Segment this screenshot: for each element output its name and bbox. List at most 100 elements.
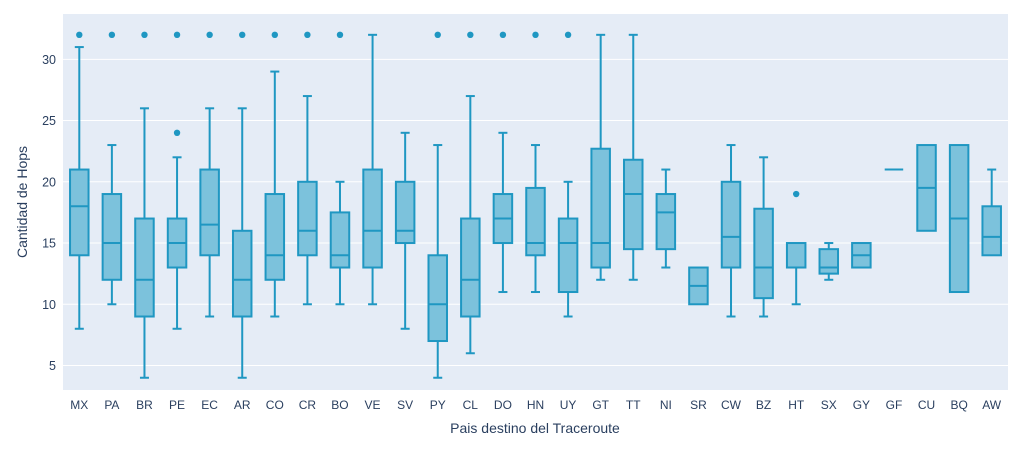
iqr-box-HN	[525, 186, 546, 257]
x-tick-label-CO: CO	[266, 398, 284, 412]
box-CR[interactable]	[297, 31, 318, 306]
box-PY[interactable]	[427, 31, 448, 379]
box-GY[interactable]	[851, 242, 872, 269]
box-CU[interactable]	[916, 144, 937, 232]
iqr-box-PY	[427, 254, 448, 343]
iqr-box-BO	[329, 211, 351, 269]
box-AW[interactable]	[981, 168, 1002, 257]
box-CW[interactable]	[720, 144, 742, 318]
outlier-PY-32	[434, 31, 441, 39]
x-tick-label-BZ: BZ	[756, 398, 771, 412]
x-tick-label-HT: HT	[788, 398, 805, 412]
iqr-box-PA	[101, 193, 123, 281]
x-tick-label-SR: SR	[690, 398, 707, 412]
iqr-box-VE	[362, 168, 383, 269]
box-BO[interactable]	[329, 31, 351, 306]
x-tick-label-PE: PE	[169, 398, 185, 412]
x-tick-label-BR: BR	[136, 398, 153, 412]
x-tick-label-SX: SX	[821, 398, 837, 412]
iqr-box-SX	[818, 248, 840, 275]
iqr-box-EC	[199, 168, 220, 257]
box-HN[interactable]	[525, 31, 546, 294]
box-SV[interactable]	[394, 131, 416, 330]
box-EC[interactable]	[199, 31, 220, 318]
outlier-HT-19	[792, 190, 800, 198]
iqr-box-CW	[720, 180, 742, 269]
x-axis-title: Pais destino del Traceroute	[450, 420, 620, 436]
y-axis-title: Cantidad de Hops	[14, 145, 30, 259]
x-tick-label-CU: CU	[918, 398, 935, 412]
iqr-box-TT	[623, 158, 644, 251]
outlier-BR-32	[141, 31, 148, 39]
box-AR[interactable]	[231, 31, 253, 379]
outlier-PE-32	[173, 31, 181, 39]
box-NI[interactable]	[655, 168, 677, 269]
iqr-box-SV	[394, 180, 416, 245]
x-tick-label-TT: TT	[626, 398, 641, 412]
x-tick-label-AW: AW	[982, 398, 1002, 412]
box-MX[interactable]	[69, 31, 90, 330]
x-tick-label-EC: EC	[201, 398, 218, 412]
outlier-MX-32	[76, 31, 83, 39]
box-HT[interactable]	[785, 190, 807, 306]
x-tick-label-DO: DO	[494, 398, 512, 412]
box-BR[interactable]	[134, 31, 155, 379]
x-tick-label-BQ: BQ	[950, 398, 967, 412]
x-tick-label-UY: UY	[560, 398, 577, 412]
box-GT[interactable]	[590, 33, 611, 281]
iqr-box-HT	[785, 242, 807, 269]
box-CL[interactable]	[460, 31, 481, 355]
x-tick-label-GY: GY	[853, 398, 870, 412]
y-tick-label-25: 25	[42, 114, 56, 128]
outlier-CL-32	[467, 31, 474, 39]
box-DO[interactable]	[492, 31, 514, 294]
iqr-box-GT	[590, 147, 611, 269]
y-tick-label-10: 10	[42, 298, 56, 312]
box-PA[interactable]	[101, 31, 123, 306]
outlier-UY-32	[564, 31, 572, 39]
iqr-box-BR	[134, 217, 155, 318]
box-VE[interactable]	[362, 33, 383, 306]
box-UY[interactable]	[557, 31, 579, 318]
box-CO[interactable]	[264, 31, 286, 318]
box-PE[interactable]	[166, 31, 188, 330]
box-TT[interactable]	[623, 33, 644, 281]
outlier-CR-32	[304, 31, 311, 39]
box-BQ[interactable]	[948, 144, 970, 294]
x-tick-label-MX: MX	[70, 398, 88, 412]
x-tick-label-GF: GF	[886, 398, 903, 412]
outlier-AR-32	[239, 31, 246, 39]
y-tick-label-5: 5	[49, 359, 56, 373]
box-SX[interactable]	[818, 242, 840, 281]
x-tick-label-AR: AR	[234, 398, 251, 412]
outlier-BO-32	[336, 31, 344, 39]
x-tick-label-SV: SV	[397, 398, 413, 412]
outlier-DO-32	[499, 31, 507, 39]
y-tick-label-15: 15	[42, 237, 56, 251]
outlier-PA-32	[108, 31, 116, 39]
x-tick-label-GT: GT	[592, 398, 609, 412]
outlier-CO-32	[271, 31, 279, 39]
x-tick-label-NI: NI	[660, 398, 672, 412]
iqr-box-UY	[557, 217, 579, 294]
iqr-box-CO	[264, 193, 286, 281]
box-SR[interactable]	[688, 266, 709, 306]
outlier-HN-32	[532, 31, 539, 39]
x-tick-label-VE: VE	[365, 398, 381, 412]
x-tick-label-CL: CL	[463, 398, 479, 412]
iqr-box-BZ	[753, 207, 774, 300]
box-BZ[interactable]	[753, 156, 774, 318]
iqr-box-NI	[655, 193, 677, 251]
iqr-box-AR	[231, 229, 253, 318]
outlier-PE-24	[173, 129, 181, 137]
iqr-box-AW	[981, 205, 1002, 257]
x-tick-label-PY: PY	[430, 398, 446, 412]
x-tick-label-HN: HN	[527, 398, 544, 412]
outlier-EC-32	[206, 31, 213, 39]
iqr-box-MX	[69, 168, 90, 257]
y-tick-label-20: 20	[42, 175, 56, 189]
y-tick-label-30: 30	[42, 53, 56, 67]
iqr-box-CR	[297, 180, 318, 257]
